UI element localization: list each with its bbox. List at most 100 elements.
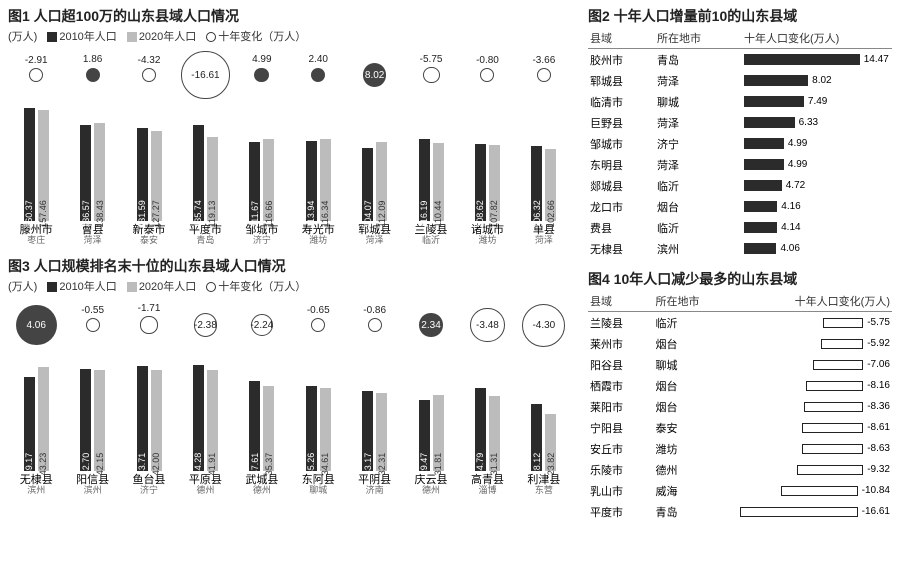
- hbar-value: 4.16: [781, 201, 800, 212]
- cell-bar: 8.02: [742, 70, 892, 91]
- cell-city: 烟台: [653, 333, 738, 354]
- legend-2010: 2010年人口: [47, 278, 116, 294]
- cell-city: 烟台: [655, 196, 742, 217]
- bar-value: 136.57: [81, 200, 91, 228]
- bar-value: 32.31: [377, 453, 387, 476]
- delta-bubble: -3.48: [470, 308, 505, 343]
- delta-bubble: -2.24: [251, 314, 273, 336]
- bar-value: 127.27: [151, 200, 161, 228]
- x-label: 利津县东营: [527, 474, 560, 496]
- bar-group: 2.40113.94116.34寿光市潍坊: [292, 49, 344, 246]
- bubble-zone: -2.24: [236, 299, 288, 351]
- col-header: 县域: [588, 28, 655, 49]
- col-header: 所在地市: [655, 28, 742, 49]
- table-row: 东明县菏泽4.99: [588, 154, 892, 175]
- hbar-value: -7.06: [867, 359, 890, 370]
- bar-y2020: 107.82: [489, 145, 500, 221]
- cell-name: 临清市: [588, 91, 655, 112]
- bubble-zone: 4.06: [10, 299, 62, 351]
- cell-city: 烟台: [653, 375, 738, 396]
- col-header: 十年人口变化(万人): [738, 291, 892, 312]
- hbar-value: 14.47: [864, 54, 889, 65]
- hbar: [797, 465, 863, 475]
- bar-pair: 116.19110.44: [419, 101, 444, 221]
- bar-pair: 111.67116.66: [249, 101, 274, 221]
- delta-bubble: -16.61: [181, 51, 230, 100]
- cell-city: 威海: [653, 480, 738, 501]
- left-col: 图1 人口超100万的山东县域人口情况 (万人) 2010年人口 2020年人口…: [0, 0, 580, 576]
- cell-name: 兰陵县: [588, 312, 653, 334]
- bar-group: 1.86136.57138.43曹县菏泽: [66, 49, 118, 246]
- bar-y2010: 33.17: [362, 391, 373, 471]
- bar-value: 31.81: [433, 453, 443, 476]
- table-row: 莱州市烟台-5.92: [588, 333, 892, 354]
- table-row: 阳谷县聊城-7.06: [588, 354, 892, 375]
- hbar: [744, 54, 860, 65]
- delta-bubble: -0.80: [480, 68, 494, 82]
- fig2-panel: 图2 十年人口增量前10的山东县域 县域所在地市十年人口变化(万人)胶州市青岛1…: [580, 0, 900, 263]
- legend-delta: 十年变化（万人）: [206, 278, 306, 294]
- bar-y2010: 42.70: [80, 369, 91, 471]
- unit-label: (万人): [8, 28, 37, 44]
- hbar-value: -8.63: [867, 443, 890, 454]
- cell-bar: 4.99: [742, 154, 892, 175]
- table-row: 无棣县滨州4.06: [588, 238, 892, 259]
- fig4-title: 图4 10年人口减少最多的山东县域: [588, 269, 892, 289]
- bubble-zone: -4.32: [123, 49, 175, 101]
- bar-value: 43.71: [137, 453, 147, 476]
- bar-pair: 104.07112.09: [362, 101, 387, 221]
- bar-value: 39.17: [24, 453, 34, 476]
- hbar: [744, 159, 784, 170]
- hbar: [821, 339, 863, 349]
- bar-value: 43.23: [38, 453, 48, 476]
- table-row: 平度市青岛-16.61: [588, 501, 892, 522]
- bar-value: 34.79: [475, 453, 485, 476]
- cell-city: 菏泽: [655, 70, 742, 91]
- bar-group: 8.02104.07112.09郓城县菏泽: [348, 49, 400, 246]
- cell-name: 邹城市: [588, 133, 655, 154]
- cell-city: 临沂: [653, 312, 738, 334]
- hbar-value: -5.75: [867, 317, 890, 328]
- bar-pair: 33.1732.31: [362, 351, 387, 471]
- bar-pair: 43.7142.00: [137, 351, 162, 471]
- right-col: 图2 十年人口增量前10的山东县域 县域所在地市十年人口变化(万人)胶州市青岛1…: [580, 0, 900, 576]
- table-row: 安丘市潍坊-8.63: [588, 438, 892, 459]
- bar-y2020: 35.37: [263, 386, 274, 471]
- bar-y2010: 43.71: [137, 366, 148, 471]
- bar-value: 44.28: [193, 453, 203, 476]
- legend-2020: 2020年人口: [127, 278, 196, 294]
- bar-y2010: 131.59: [137, 128, 148, 221]
- fig2-table: 县域所在地市十年人口变化(万人)胶州市青岛14.47郓城县菏泽8.02临清市聊城…: [588, 28, 892, 259]
- bar-group: -2.91160.37157.46滕州市枣庄: [10, 49, 62, 246]
- cell-bar: 4.16: [742, 196, 892, 217]
- bar-value: 31.31: [489, 453, 499, 476]
- bar-y2020: 41.91: [207, 370, 218, 471]
- bar-value: 104.07: [363, 200, 373, 228]
- table-row: 宁阳县泰安-8.61: [588, 417, 892, 438]
- bar-value: 107.82: [489, 200, 499, 228]
- bar-pair: 131.59127.27: [137, 101, 162, 221]
- bar-value: 106.32: [532, 200, 542, 228]
- table-row: 乳山市威海-10.84: [588, 480, 892, 501]
- cell-name: 巨野县: [588, 112, 655, 133]
- bubble-zone: 1.86: [66, 49, 118, 101]
- hbar-value: -9.32: [867, 464, 890, 475]
- cell-name: 莱阳市: [588, 396, 653, 417]
- bar-y2010: 108.62: [475, 144, 486, 221]
- bar-y2010: 136.57: [80, 125, 91, 221]
- fig1-legend: (万人) 2010年人口 2020年人口 十年变化（万人）: [8, 28, 572, 44]
- bar-pair: 35.2634.61: [306, 351, 331, 471]
- bar-y2020: 34.61: [320, 388, 331, 471]
- bar-value: 28.12: [532, 453, 542, 476]
- cell-bar: -7.06: [738, 354, 892, 375]
- cell-name: 乐陵市: [588, 459, 653, 480]
- table-row: 巨野县菏泽6.33: [588, 112, 892, 133]
- hbar-value: -8.61: [867, 422, 890, 433]
- bar-y2010: 29.47: [419, 400, 430, 471]
- hbar-value: -16.61: [862, 506, 890, 517]
- bar-group: 2.3429.4731.81庆云县德州: [405, 299, 457, 496]
- col-header: 十年人口变化(万人): [742, 28, 892, 49]
- bar-y2020: 119.13: [207, 137, 218, 221]
- cell-bar: -8.63: [738, 438, 892, 459]
- fig1-bars: -2.91160.37157.46滕州市枣庄1.86136.57138.43曹县…: [8, 46, 572, 246]
